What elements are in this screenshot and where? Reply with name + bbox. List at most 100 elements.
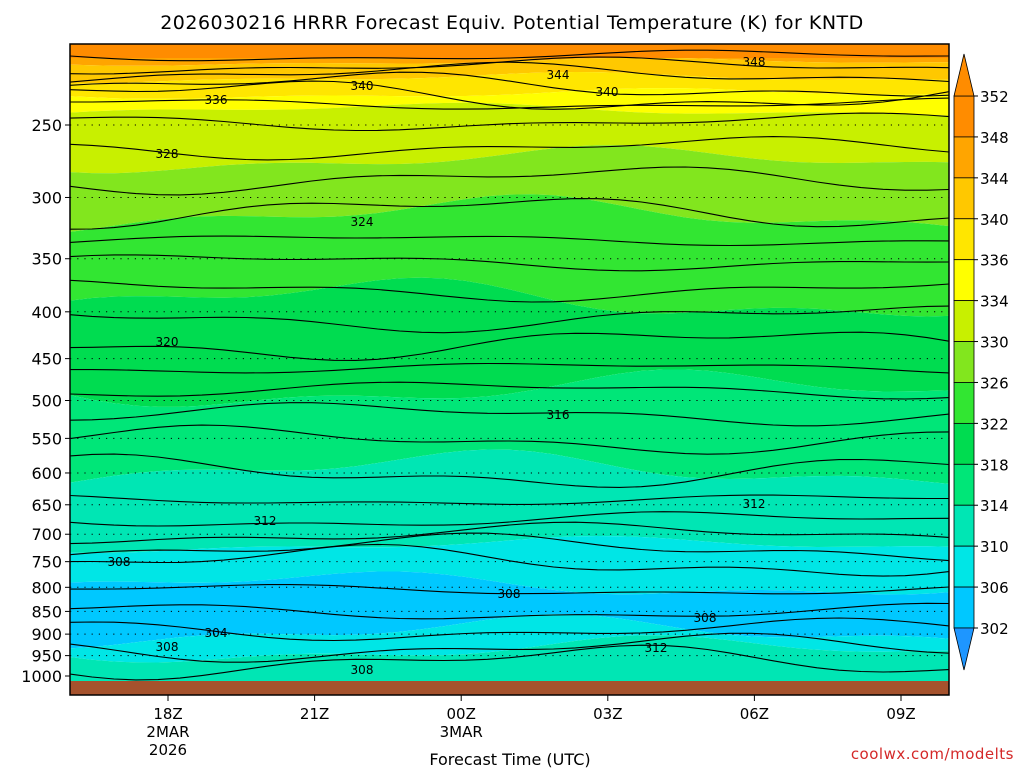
- pressure-axis: 250 300 350 400 450 500 550 600 650 700 750 800 850 9…: [21, 116, 70, 686]
- y-tick-label: 900: [31, 625, 62, 644]
- contour-line: [70, 362, 949, 374]
- y-tick-label: 650: [31, 496, 62, 515]
- y-tick-label: 450: [31, 350, 62, 369]
- y-tick-label: 500: [31, 392, 62, 411]
- colorbar-segment: [953, 177, 975, 220]
- ground-terrain: [70, 681, 949, 695]
- x-axis-label: Forecast Time (UTC): [429, 750, 590, 768]
- contour-line: [70, 97, 949, 110]
- contour-label: 308: [498, 587, 521, 601]
- y-tick-label: 800: [31, 578, 62, 597]
- y-tick-label: 1000: [21, 667, 62, 686]
- contour-label: 336: [205, 93, 228, 107]
- colorbar-label: 344: [980, 170, 1009, 188]
- contour-label: 308: [108, 555, 131, 569]
- contour-line: [70, 521, 949, 545]
- y-tick-label: 750: [31, 553, 62, 572]
- color-band: [70, 614, 949, 663]
- colorbar-label: 330: [980, 334, 1009, 352]
- color-band: [70, 277, 949, 407]
- plot-frame: [69, 43, 950, 696]
- contour-label: 340: [596, 85, 619, 99]
- contour-label: 344: [547, 68, 570, 82]
- plot-area: 348 344 340 340 336 328 324 320 316 312 312 308 308 3…: [70, 44, 949, 695]
- color-band: [70, 571, 949, 649]
- colorbar-label: 322: [980, 415, 1009, 433]
- contour-line: [70, 279, 949, 303]
- colorbar-segment: [953, 545, 975, 588]
- colorbar-segment: [953, 341, 975, 383]
- contour-line: [70, 381, 949, 400]
- y-tick-label: 550: [31, 429, 62, 448]
- color-band: [70, 145, 949, 232]
- contour-line: [70, 424, 949, 455]
- contour-line: [70, 198, 949, 230]
- colorbar-label: 306: [980, 579, 1009, 597]
- x-tick-label: 03Z: [593, 705, 622, 723]
- color-band: [70, 194, 949, 317]
- colorbar-label: 326: [980, 374, 1009, 392]
- contour-label: 340: [351, 79, 374, 93]
- contour-line: [70, 453, 949, 488]
- x-tick-label: 00Z: [447, 705, 476, 723]
- grid-lines: [70, 124, 949, 657]
- contour-label: 308: [156, 640, 179, 654]
- colorbar-segment: [953, 382, 975, 424]
- contour-label: 308: [694, 611, 717, 625]
- colorbar-label: 352: [980, 88, 1009, 106]
- contour-label: 324: [351, 215, 374, 229]
- contour-line: [70, 511, 949, 527]
- y-tick-label: 850: [31, 602, 62, 621]
- contour-line: [70, 632, 949, 663]
- y-tick-label: 950: [31, 647, 62, 666]
- y-tick-label: 250: [31, 116, 62, 135]
- contour-line: [70, 602, 949, 620]
- colorbar-label: 348: [980, 129, 1009, 147]
- colorbar-label: 310: [980, 538, 1009, 556]
- colorbar-segment: [953, 463, 975, 506]
- contour-line: [70, 136, 949, 161]
- credit-text: coolwx.com/modelts: [851, 745, 1014, 763]
- x-tick-label: 2026: [149, 741, 187, 759]
- color-band: [70, 44, 949, 58]
- colorbar-extend-bottom: [953, 627, 975, 671]
- colorbar-label: 302: [980, 620, 1009, 638]
- colorbar-label: 336: [980, 252, 1009, 270]
- contour-line: [70, 305, 949, 334]
- colorbar-extend-top: [953, 53, 975, 97]
- colorbar-segment: [953, 586, 975, 629]
- colorbar-label: 314: [980, 497, 1009, 515]
- color-band: [70, 369, 949, 484]
- contour-line: [70, 49, 949, 62]
- colorbar-segment: [953, 504, 975, 547]
- contour-line: [70, 235, 949, 247]
- contour-line: [70, 584, 949, 595]
- y-tick-label: 300: [31, 188, 62, 207]
- y-tick-label: 700: [31, 525, 62, 544]
- contour-label: 312: [254, 514, 277, 528]
- contour-labels: 348 344 340 340 336 328 324 320 316 312 312 308 308 3…: [108, 55, 766, 677]
- x-tick-label: 18Z: [153, 705, 182, 723]
- x-tick-label: 21Z: [300, 705, 329, 723]
- color-band: [70, 635, 949, 695]
- contour-label: 320: [156, 335, 179, 349]
- colorbar-label: 318: [980, 456, 1009, 474]
- contour-label: 348: [743, 55, 766, 69]
- contour-line: [70, 617, 949, 642]
- x-tick-label: 06Z: [740, 705, 769, 723]
- contour-line: [70, 56, 949, 75]
- contour-line: [70, 402, 949, 427]
- colorbar-label: 334: [980, 293, 1009, 311]
- y-tick-label: 600: [31, 464, 62, 483]
- contour-line: [70, 644, 949, 681]
- colorbar-segment: [953, 218, 975, 261]
- y-tick-label: 400: [31, 303, 62, 322]
- contour-line: [70, 543, 949, 577]
- contour-label: 328: [156, 147, 179, 161]
- colorbar-segment: [953, 95, 975, 138]
- colorbar-segment: [953, 136, 975, 179]
- colorbar-label: 340: [980, 211, 1009, 229]
- chart-title: 2026030216 HRRR Forecast Equiv. Potentia…: [160, 12, 864, 34]
